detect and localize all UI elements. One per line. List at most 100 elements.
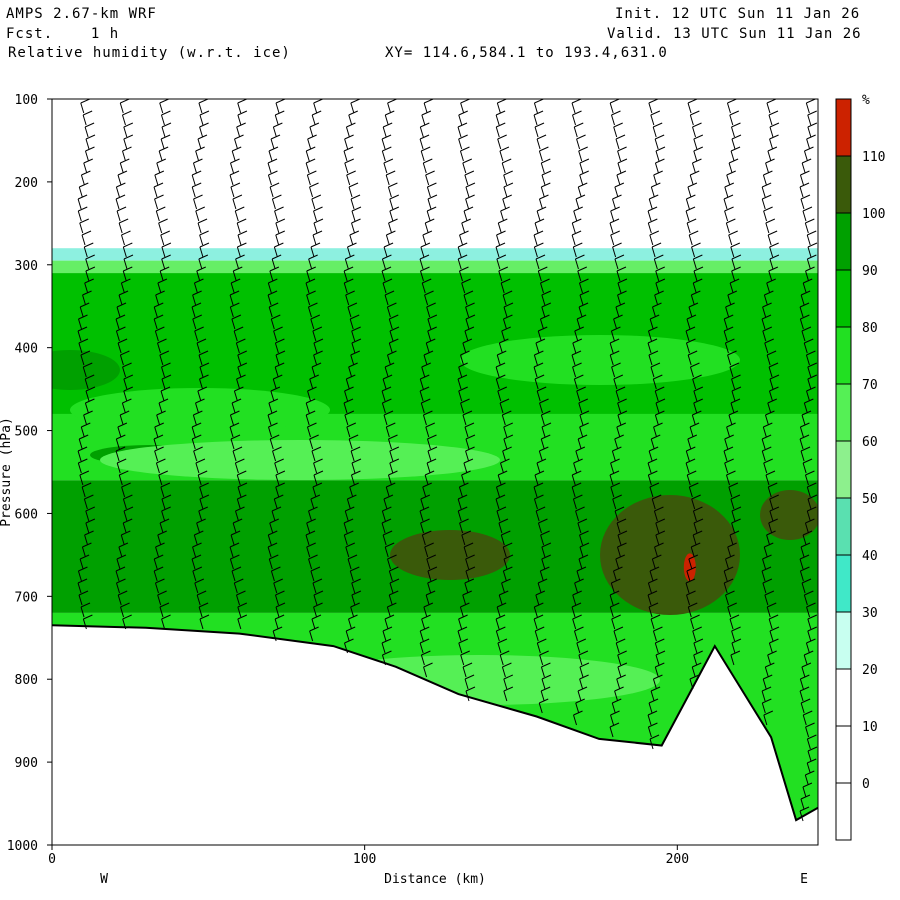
- wind-barb-flag: [502, 410, 512, 416]
- wind-barb-flag: [804, 146, 814, 152]
- wind-barb-flag: [804, 398, 814, 404]
- wind-barb-flag: [117, 422, 128, 428]
- wind-barb-flag: [497, 638, 508, 644]
- wind-barb-flag: [457, 626, 468, 632]
- wind-barb-flag: [539, 398, 549, 404]
- wind-barb-flag: [500, 206, 510, 212]
- wind-barb: [272, 450, 277, 462]
- wind-barb-flag: [655, 410, 665, 416]
- wind-barb: [461, 474, 466, 486]
- wind-barb-flag: [306, 290, 316, 296]
- wind-barb-flag: [269, 266, 280, 272]
- wind-barb: [803, 342, 808, 354]
- wind-barb-flag: [234, 578, 244, 584]
- wind-barb-flag: [161, 362, 171, 368]
- wind-barb-flag: [115, 446, 126, 452]
- wind-barb: [312, 330, 317, 342]
- wind-barb-flag: [503, 422, 513, 428]
- wind-barb: [191, 306, 196, 318]
- wind-barb: [195, 402, 200, 414]
- wind-barb: [501, 414, 506, 426]
- wind-barb-flag: [616, 518, 627, 524]
- wind-barb: [499, 402, 504, 414]
- wind-barb: [267, 294, 272, 306]
- wind-barb: [426, 558, 431, 570]
- wind-barb: [275, 354, 280, 366]
- wind-barb: [573, 126, 578, 138]
- wind-barb: [199, 366, 204, 378]
- wind-barb: [648, 354, 653, 366]
- wind-barb-flag: [572, 338, 583, 344]
- wind-barb-flag: [267, 542, 278, 548]
- wind-barb: [464, 582, 469, 594]
- wind-barb-flag: [275, 218, 286, 224]
- wind-barb: [533, 606, 538, 618]
- wind-barb-flag: [120, 158, 130, 164]
- wind-barb-flag: [344, 530, 354, 536]
- wind-barb: [384, 618, 389, 630]
- wind-barb-flag: [462, 338, 473, 344]
- wind-barb: [305, 162, 310, 174]
- wind-barb-flag: [80, 350, 91, 356]
- wind-barb-flag: [157, 338, 167, 344]
- wind-barb-flag: [275, 590, 285, 596]
- wind-barb: [192, 546, 197, 558]
- wind-barb-flag: [689, 674, 700, 680]
- wind-barb-flag: [347, 494, 357, 500]
- wind-barb: [538, 450, 543, 462]
- wind-barb-flag: [346, 374, 356, 380]
- wind-barb-flag: [807, 626, 817, 632]
- wind-barb-flag: [160, 134, 171, 140]
- wind-barb-flag: [83, 614, 93, 620]
- wind-barb-flag: [313, 590, 324, 596]
- wind-barb-flag: [158, 146, 169, 152]
- wind-barb-flag: [726, 422, 736, 428]
- wind-barb: [343, 522, 348, 534]
- wind-barb-flag: [689, 482, 699, 488]
- wind-barb-flag: [536, 386, 547, 392]
- wind-barb: [274, 342, 279, 354]
- wind-barb: [651, 558, 656, 570]
- wind-barb-flag: [313, 99, 323, 104]
- wind-barb-flag: [465, 182, 476, 188]
- wind-barb: [309, 378, 314, 390]
- wind-barb-flag: [78, 314, 88, 320]
- wind-barb-flag: [156, 458, 166, 464]
- wind-barb: [503, 438, 508, 450]
- wind-barb: [198, 102, 203, 114]
- y-tick-label: 100: [15, 93, 38, 108]
- wind-barb: [766, 102, 771, 114]
- wind-barb: [458, 366, 463, 378]
- wind-barb: [578, 558, 583, 570]
- wind-barb: [537, 270, 542, 282]
- wind-barb: [344, 390, 349, 402]
- wind-barb-flag: [384, 614, 395, 620]
- wind-barb-flag: [574, 578, 584, 584]
- wind-barb-flag: [804, 590, 814, 596]
- wind-barb: [462, 414, 467, 426]
- wind-barb: [420, 270, 424, 282]
- wind-barb: [273, 246, 278, 258]
- wind-barb: [310, 570, 315, 582]
- wind-barb: [540, 438, 545, 450]
- wind-barb-flag: [691, 242, 701, 248]
- wind-barb: [154, 450, 159, 462]
- wind-barb: [306, 294, 311, 306]
- wind-barb: [420, 150, 425, 162]
- wind-barb-flag: [311, 110, 322, 116]
- wind-barb-flag: [389, 206, 400, 212]
- wind-barb-flag: [271, 314, 281, 320]
- wind-barb-flag: [690, 362, 700, 368]
- wind-barb: [159, 102, 164, 114]
- wind-barb-flag: [803, 710, 813, 716]
- wind-barb-flag: [807, 362, 818, 368]
- wind-barb: [806, 762, 811, 774]
- wind-barb: [799, 558, 804, 570]
- wind-barb-flag: [462, 158, 473, 164]
- wind-barb: [609, 102, 614, 114]
- wind-barb-flag: [686, 338, 696, 344]
- wind-barb: [420, 654, 425, 666]
- wind-barb-flag: [648, 326, 658, 332]
- colorbar-level: 20: [862, 663, 878, 678]
- wind-barb-flag: [85, 254, 95, 260]
